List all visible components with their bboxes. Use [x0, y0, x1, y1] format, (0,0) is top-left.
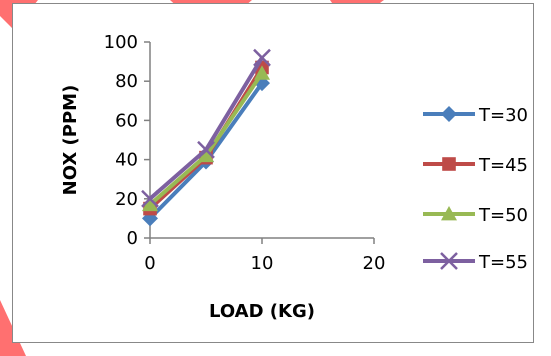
y-tick-label: 0 [127, 228, 138, 249]
nox-load-chart: 0 20 40 60 80 100 0 10 20 LOAD (KG) NOX (PPM) T… [60, 32, 528, 322]
y-tick-label: 80 [115, 71, 138, 92]
legend-marker [440, 252, 458, 270]
y-tick-label: 100 [104, 32, 138, 53]
legend-label: T=30 [478, 105, 528, 126]
y-tick-label: 40 [115, 150, 138, 171]
legend-label: T=55 [478, 252, 528, 273]
legend-label: T=45 [478, 155, 528, 176]
legend-item: T=55 [423, 252, 528, 273]
series-t-50 [142, 65, 270, 212]
chart-frame: 0 20 40 60 80 100 0 10 20 LOAD (KG) NOX (PPM) T… [12, 3, 534, 343]
x-ticks: 0 10 20 [144, 238, 385, 274]
x-tick-label: 20 [363, 253, 386, 274]
x-tick-label: 0 [144, 253, 155, 274]
data-point [198, 147, 214, 163]
data-point [197, 140, 215, 159]
y-tick-label: 20 [115, 189, 138, 210]
legend-item: T=30 [423, 105, 528, 126]
legend-item: T=50 [423, 205, 528, 226]
y-axis-title: NOX (PPM) [60, 85, 81, 196]
x-tick-label: 10 [251, 253, 274, 274]
series-line [148, 56, 264, 201]
data-point [253, 48, 271, 67]
x-axis-title: LOAD (KG) [209, 301, 315, 322]
data-point [142, 196, 158, 212]
series-t-55 [141, 48, 271, 208]
legend-marker [441, 106, 457, 122]
series-layer [141, 48, 271, 227]
legend: T=30 T=45 T=50 T=55 [423, 105, 528, 273]
legend-marker [442, 157, 456, 171]
data-point [141, 189, 159, 208]
legend-item: T=45 [423, 155, 528, 176]
legend-marker [441, 206, 457, 221]
y-tick-label: 60 [115, 110, 138, 131]
data-point [254, 65, 270, 80]
legend-label: T=50 [478, 205, 528, 226]
y-ticks: 0 20 40 60 80 100 [104, 32, 150, 249]
